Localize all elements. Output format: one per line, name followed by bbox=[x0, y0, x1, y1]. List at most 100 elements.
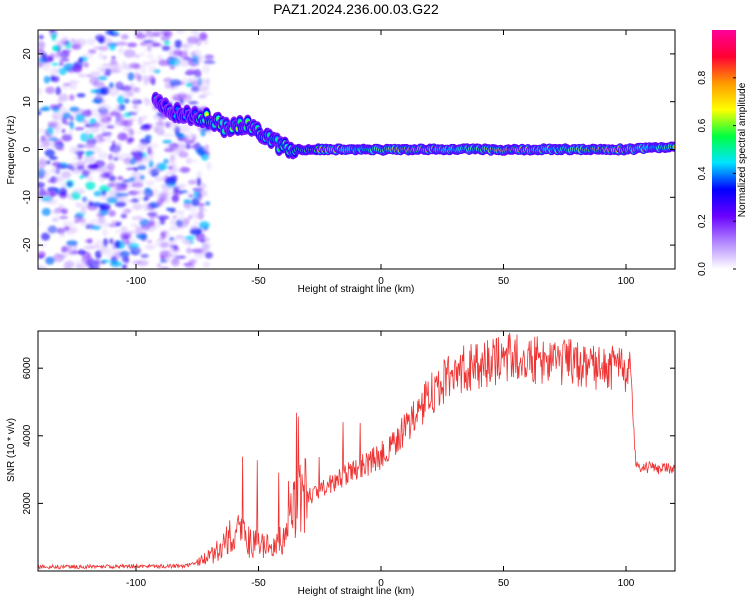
spectrogram-noise-cell bbox=[143, 48, 149, 52]
spectrogram-noise-cell bbox=[52, 253, 65, 263]
spectrogram-noise-cell bbox=[80, 206, 87, 215]
spectrogram-noise-cell bbox=[137, 131, 142, 135]
spectrogram-noise-cell bbox=[59, 108, 69, 113]
spectrogram-noise-cell bbox=[39, 137, 49, 146]
spectrogram-noise-cell bbox=[109, 45, 116, 51]
spectrogram-noise-cell bbox=[135, 33, 147, 40]
spectrogram-noise-cell bbox=[109, 82, 114, 89]
snr-panel: -100 -50 0 50 100 2000 4000 6000 Height of stra… bbox=[6, 330, 676, 597]
spectrogram-noise-cell bbox=[85, 38, 96, 46]
spectrogram-noise-cell bbox=[129, 176, 136, 182]
spectrogram-noise-cell bbox=[202, 261, 211, 268]
spectrogram-noise-cell bbox=[86, 73, 93, 78]
spectrogram-noise-cell bbox=[135, 190, 146, 194]
spectrogram-noise-cell bbox=[74, 127, 85, 131]
spectrogram-noise-cell bbox=[38, 144, 49, 149]
spectrogram-noise-cell bbox=[137, 116, 143, 125]
spectrogram-noise-cell bbox=[182, 218, 190, 226]
spectrogram-noise-cell bbox=[147, 239, 153, 244]
spectrogram-noise-cell bbox=[102, 238, 109, 247]
spectrogram-noise-cell bbox=[118, 193, 130, 197]
spectrogram-noise-cell bbox=[93, 190, 103, 197]
spectrogram-noise-cell bbox=[60, 182, 68, 188]
spectrogram-noise-cell bbox=[108, 175, 116, 182]
spectrogram-noise-cell bbox=[38, 87, 43, 95]
spectrogram-noise-cell bbox=[61, 170, 72, 179]
spectrogram-noise-cell bbox=[164, 176, 177, 186]
spectrogram-noise-cell bbox=[63, 225, 70, 231]
spectrogram-noise-cell bbox=[159, 255, 166, 260]
spectrogram-ytick-label: -20 bbox=[22, 237, 33, 252]
spectrogram-noise-cell bbox=[163, 230, 169, 234]
spectrogram-noise-cell bbox=[190, 51, 196, 59]
snr-xtick-label: -50 bbox=[251, 578, 266, 589]
spectrogram-noise-cell bbox=[101, 251, 107, 255]
spectrogram-xtick-label: -50 bbox=[251, 276, 266, 287]
spectrogram-noise-cell bbox=[177, 223, 184, 230]
spectrogram-noise-cell bbox=[52, 113, 62, 121]
spectrogram-noise-cell bbox=[61, 128, 66, 134]
spectrogram-noise-cell bbox=[111, 181, 121, 188]
spectrogram-noise-cell bbox=[190, 87, 202, 94]
spectrogram-noise-cell bbox=[120, 34, 129, 40]
spectrogram-noise-cell bbox=[115, 41, 128, 46]
spectrogram-noise-cell bbox=[75, 38, 86, 47]
spectrogram-noise-cell bbox=[198, 221, 210, 230]
spectrogram-noise-cell bbox=[170, 218, 178, 227]
spectrogram-noise-cell bbox=[118, 103, 126, 111]
spectrogram-noise-cell bbox=[105, 30, 114, 36]
spectrogram-noise-cell bbox=[114, 118, 126, 127]
snr-xlabel: Height of straight line (km) bbox=[298, 586, 415, 597]
spectrogram-noise-cell bbox=[71, 65, 82, 72]
spectrogram-noise-cell bbox=[58, 61, 64, 67]
spectrogram-xtick-label: 0 bbox=[378, 276, 384, 287]
spectrogram-noise-cell bbox=[86, 175, 94, 182]
spectrogram-noise-cell bbox=[183, 262, 194, 267]
spectrogram-noise-cell bbox=[162, 133, 174, 137]
spectrogram-noise-cell bbox=[139, 41, 148, 47]
spectrogram-noise-cell bbox=[169, 237, 175, 241]
spectrogram-noise-cell bbox=[145, 180, 155, 187]
spectrogram-noise-cell bbox=[193, 221, 200, 225]
spectrogram-noise-cell bbox=[174, 132, 184, 138]
snr-ticks: -100 -50 0 50 100 2000 4000 6000 bbox=[22, 331, 675, 589]
spectrogram-noise-cell bbox=[179, 166, 191, 173]
spectrogram-noise-cell bbox=[158, 130, 165, 135]
spectrogram-noise-cell bbox=[175, 210, 185, 215]
figure-title: PAZ1.2024.236.00.03.G22 bbox=[273, 1, 439, 17]
spectrogram-noise-cell bbox=[102, 193, 110, 201]
spectrogram-noise-cell bbox=[51, 209, 61, 215]
spectrogram-noise-cell bbox=[101, 228, 109, 237]
spectrogram-noise-cell bbox=[198, 204, 204, 212]
spectrogram-noise-cell bbox=[45, 256, 55, 265]
spectrogram-noise-cell bbox=[127, 111, 138, 116]
spectrogram-noise-cell bbox=[121, 264, 128, 269]
spectrogram-noise-cell bbox=[159, 218, 166, 225]
spectrogram-noise-cell bbox=[89, 218, 100, 227]
spectrogram-noise-cell bbox=[169, 126, 179, 131]
spectrogram-noise-cell bbox=[160, 183, 173, 191]
spectrogram-noise-cell bbox=[188, 259, 197, 264]
spectrogram-noise-cell bbox=[38, 157, 47, 165]
spectrogram-noise-cell bbox=[58, 215, 69, 220]
spectrogram-noise-cell bbox=[163, 158, 169, 164]
spectrogram-noise-cell bbox=[97, 104, 107, 110]
spectrogram-noise-cell bbox=[120, 153, 132, 157]
spectrogram-noise-cell bbox=[126, 167, 136, 171]
spectrogram-noise-cell bbox=[101, 63, 111, 67]
spectrogram-noise-cell bbox=[140, 52, 145, 57]
spectrogram-noise-cell bbox=[38, 128, 48, 134]
spectrogram-noise-cell bbox=[79, 175, 84, 180]
spectrogram-noise-cell bbox=[109, 238, 114, 245]
spectrogram-noise-cell bbox=[46, 196, 53, 203]
spectrogram-noise-cell bbox=[92, 121, 101, 128]
spectrogram-noise-cell bbox=[159, 266, 170, 269]
spectrogram-noise-cell bbox=[171, 194, 180, 203]
spectrogram-noise-cell bbox=[115, 186, 128, 191]
spectrogram-noise-cell bbox=[51, 121, 62, 131]
spectrogram-noise-cell bbox=[194, 55, 204, 60]
spectrogram-noise-cell bbox=[100, 112, 106, 117]
spectrogram-noise-cell bbox=[38, 168, 47, 177]
spectrogram-noise-cell bbox=[140, 124, 151, 129]
